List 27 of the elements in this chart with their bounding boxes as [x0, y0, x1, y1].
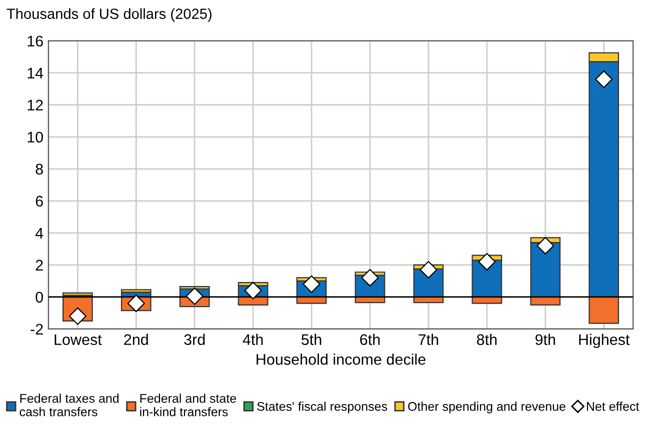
- y-tick-label: 12: [28, 100, 43, 110]
- legend-label: Federal taxes and cash transfers: [20, 394, 119, 416]
- x-tick-label: 5th: [302, 334, 322, 346]
- y-tick-label: 10: [28, 132, 43, 143]
- y-tick-label: 16: [28, 36, 43, 47]
- x-tick-label: 8th: [476, 334, 497, 346]
- y-tick-label: 0: [36, 292, 43, 303]
- legend-label: States' fiscal responses: [257, 402, 388, 414]
- x-tick-label: Lowest: [54, 334, 102, 346]
- legend-label: Federal and state in-kind transfers: [140, 394, 236, 416]
- y-tick-label: 2: [36, 260, 43, 270]
- y-tick-label: 4: [35, 228, 44, 238]
- x-tick-label: 6th: [360, 334, 380, 346]
- x-axis-title: Household income decile: [256, 354, 426, 365]
- x-tick-label: 7th: [418, 334, 438, 345]
- y-tick-label: -2: [30, 324, 43, 334]
- y-axis-title: Thousands of US dollars (2025): [6, 8, 212, 22]
- legend-label: Other spending and revenue: [408, 402, 566, 414]
- x-tick-label: 4th: [242, 334, 263, 345]
- y-tick-label: 8: [36, 164, 43, 175]
- x-tick-label: 9th: [535, 334, 556, 346]
- y-tick-label: 6: [36, 196, 43, 207]
- y-tick-label: 14: [28, 68, 44, 78]
- x-tick-label: 3rd: [184, 334, 205, 346]
- x-tick-label: Highest: [579, 334, 630, 348]
- legend-label: Net effect: [586, 402, 640, 411]
- x-tick-label: 2nd: [124, 334, 148, 346]
